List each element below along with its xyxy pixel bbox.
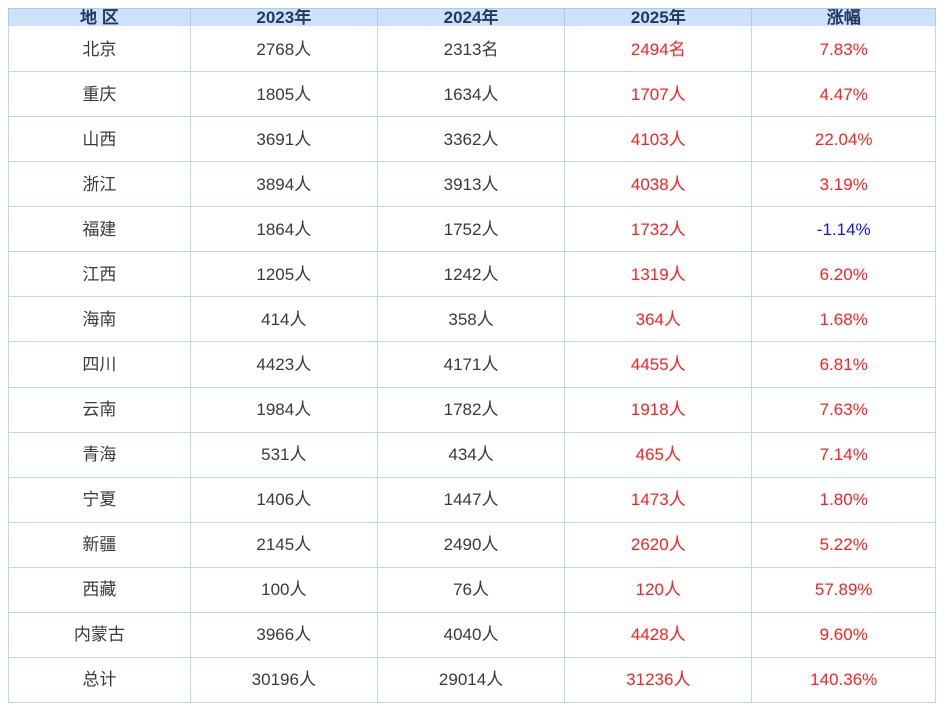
y2025-cell: 2620人: [564, 521, 753, 568]
region-cell: 云南: [8, 386, 191, 433]
header-2024: 2024年: [376, 8, 566, 27]
table-row: 云南 1984人 1782人 1918人 7.63%: [8, 386, 936, 433]
region-cell: 山西: [8, 116, 191, 163]
y2024-cell: 1752人: [376, 206, 566, 253]
y2025-cell: 2494名: [564, 25, 753, 73]
growth-cell: 5.22%: [751, 521, 936, 568]
y2025-cell: 1707人: [564, 71, 753, 118]
growth-cell: -1.14%: [751, 206, 936, 253]
y2023-cell: 2145人: [189, 521, 378, 568]
table-row: 山西 3691人 3362人 4103人 22.04%: [8, 116, 936, 163]
region-cell: 西藏: [8, 566, 191, 613]
y2023-cell: 1205人: [189, 251, 378, 298]
y2025-cell: 364人: [564, 296, 753, 343]
y2025-cell: 1918人: [564, 386, 753, 433]
table-row: 四川 4423人 4171人 4455人 6.81%: [8, 341, 936, 388]
y2023-cell: 30196人: [189, 656, 378, 704]
y2023-cell: 4423人: [189, 341, 378, 388]
y2023-cell: 3894人: [189, 161, 378, 208]
region-cell: 海南: [8, 296, 191, 343]
growth-cell: 9.60%: [751, 611, 936, 658]
growth-cell: 57.89%: [751, 566, 936, 613]
table-row: 总计 30196人 29014人 31236人 140.36%: [8, 656, 936, 704]
y2025-cell: 4428人: [564, 611, 753, 658]
table-row: 青海 531人 434人 465人 7.14%: [8, 431, 936, 478]
y2025-cell: 4103人: [564, 116, 753, 163]
y2025-cell: 465人: [564, 431, 753, 478]
y2023-cell: 1864人: [189, 206, 378, 253]
table-row: 宁夏 1406人 1447人 1473人 1.80%: [8, 476, 936, 523]
y2024-cell: 1447人: [376, 476, 566, 523]
region-cell: 重庆: [8, 71, 191, 118]
growth-cell: 1.80%: [751, 476, 936, 523]
table-row: 福建 1864人 1752人 1732人 -1.14%: [8, 206, 936, 253]
region-cell: 四川: [8, 341, 191, 388]
table-row: 海南 414人 358人 364人 1.68%: [8, 296, 936, 343]
table-row: 新疆 2145人 2490人 2620人 5.22%: [8, 521, 936, 568]
y2025-cell: 4455人: [564, 341, 753, 388]
y2024-cell: 76人: [376, 566, 566, 613]
table-row: 浙江 3894人 3913人 4038人 3.19%: [8, 161, 936, 208]
region-cell: 江西: [8, 251, 191, 298]
y2025-cell: 1319人: [564, 251, 753, 298]
y2023-cell: 3966人: [189, 611, 378, 658]
y2024-cell: 2313名: [376, 25, 566, 73]
y2024-cell: 1782人: [376, 386, 566, 433]
header-2023: 2023年: [189, 8, 378, 27]
region-cell: 宁夏: [8, 476, 191, 523]
growth-cell: 7.63%: [751, 386, 936, 433]
region-cell: 总计: [8, 656, 191, 704]
y2024-cell: 3913人: [376, 161, 566, 208]
y2024-cell: 1634人: [376, 71, 566, 118]
y2024-cell: 4040人: [376, 611, 566, 658]
growth-cell: 3.19%: [751, 161, 936, 208]
region-cell: 内蒙古: [8, 611, 191, 658]
y2024-cell: 358人: [376, 296, 566, 343]
growth-cell: 6.20%: [751, 251, 936, 298]
table-row: 内蒙古 3966人 4040人 4428人 9.60%: [8, 611, 936, 658]
table-body: 北京 2768人 2313名 2494名 7.83% 重庆 1805人 1634人 1707人 4…: [8, 25, 936, 704]
table-row: 重庆 1805人 1634人 1707人 4.47%: [8, 71, 936, 118]
header-row: 地 区 2023年 2024年 2025年 涨幅: [8, 8, 936, 27]
y2024-cell: 1242人: [376, 251, 566, 298]
growth-cell: 140.36%: [751, 656, 936, 704]
y2025-cell: 4038人: [564, 161, 753, 208]
y2024-cell: 4171人: [376, 341, 566, 388]
y2025-cell: 120人: [564, 566, 753, 613]
region-stats-table: 地 区 2023年 2024年 2025年 涨幅 北京 2768人 2313名 249…: [8, 8, 936, 704]
growth-cell: 7.14%: [751, 431, 936, 478]
header-growth: 涨幅: [751, 8, 936, 27]
y2024-cell: 29014人: [376, 656, 566, 704]
y2024-cell: 434人: [376, 431, 566, 478]
y2024-cell: 3362人: [376, 116, 566, 163]
growth-cell: 22.04%: [751, 116, 936, 163]
region-cell: 青海: [8, 431, 191, 478]
growth-cell: 1.68%: [751, 296, 936, 343]
region-cell: 福建: [8, 206, 191, 253]
table-row: 西藏 100人 76人 120人 57.89%: [8, 566, 936, 613]
header-region: 地 区: [8, 8, 191, 27]
table-row: 北京 2768人 2313名 2494名 7.83%: [8, 25, 936, 73]
y2023-cell: 1406人: [189, 476, 378, 523]
y2025-cell: 1732人: [564, 206, 753, 253]
table-row: 江西 1205人 1242人 1319人 6.20%: [8, 251, 936, 298]
header-2025: 2025年: [564, 8, 753, 27]
growth-cell: 6.81%: [751, 341, 936, 388]
region-cell: 北京: [8, 25, 191, 73]
y2023-cell: 3691人: [189, 116, 378, 163]
y2024-cell: 2490人: [376, 521, 566, 568]
y2023-cell: 414人: [189, 296, 378, 343]
y2023-cell: 100人: [189, 566, 378, 613]
y2025-cell: 31236人: [564, 656, 753, 704]
y2023-cell: 1805人: [189, 71, 378, 118]
growth-cell: 4.47%: [751, 71, 936, 118]
y2025-cell: 1473人: [564, 476, 753, 523]
y2023-cell: 1984人: [189, 386, 378, 433]
y2023-cell: 531人: [189, 431, 378, 478]
region-cell: 新疆: [8, 521, 191, 568]
growth-cell: 7.83%: [751, 25, 936, 73]
region-cell: 浙江: [8, 161, 191, 208]
y2023-cell: 2768人: [189, 25, 378, 73]
